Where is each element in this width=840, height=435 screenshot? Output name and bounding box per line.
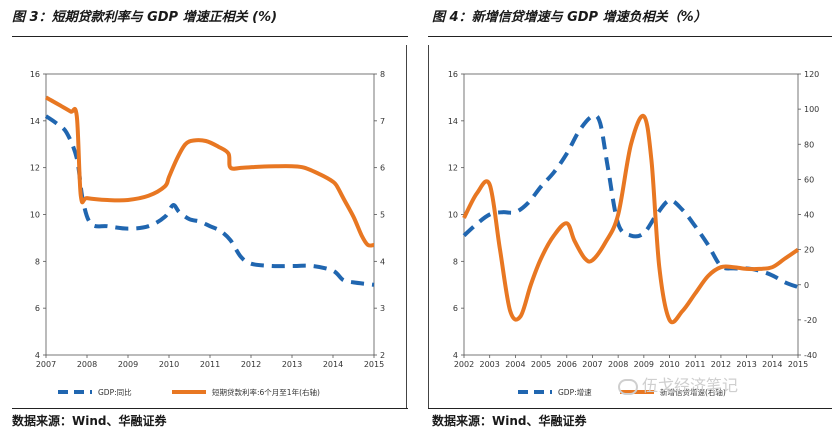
x-tick-label: 2007 xyxy=(582,360,602,369)
x-tick-label: 2008 xyxy=(608,360,628,369)
watermark-text: 伍戈经济笔记 xyxy=(642,376,739,395)
source-note-right: 数据来源：Wind、华融证券 xyxy=(432,414,587,428)
chart-panel-right: 图 4：新增信贷增速与 GDP 增速负相关（%） 4 6 8 10 12 14 16 -40 -… xyxy=(420,0,840,435)
chart-svg-right: 4 6 8 10 12 14 16 -40 -20 0 20 40 60 80 100 120 2002 2003… xyxy=(448,70,819,397)
x-tick-label: 2002 xyxy=(454,360,474,369)
x-tick-label: 2012 xyxy=(711,360,731,369)
y-left-tick-label: 14 xyxy=(448,117,458,126)
x-tick-label: 2013 xyxy=(736,360,756,369)
legend-label: 新增信贷增速(右轴) xyxy=(660,387,726,397)
y-right-tick-label: 2 xyxy=(380,351,385,360)
x-tick-label: 2011 xyxy=(200,360,220,369)
x-tick-label: 2009 xyxy=(118,360,138,369)
y-right-tick-label: 80 xyxy=(804,140,814,149)
y-left-tick-label: 12 xyxy=(448,164,458,173)
bottom-rule-left xyxy=(12,408,408,409)
y-right-tick-label: 4 xyxy=(380,257,385,266)
divider-left xyxy=(406,45,407,408)
x-tick-label: 2009 xyxy=(634,360,654,369)
watermark: 伍戈经济笔记 xyxy=(618,372,738,396)
y-right-tick-label: 5 xyxy=(380,211,385,220)
y-right-tick-label: -20 xyxy=(804,316,817,325)
y-left-tick-label: 14 xyxy=(30,117,40,126)
y-right-tick-label: 60 xyxy=(804,175,814,184)
y-left-tick-label: 6 xyxy=(35,304,40,313)
y-right-tick-label: 8 xyxy=(380,70,385,79)
chart-title-right: 图 4：新增信贷增速与 GDP 增速负相关（%） xyxy=(432,10,707,25)
wechat-icon xyxy=(618,378,638,395)
chart-title-left: 图 3：短期贷款利率与 GDP 增速正相关 (%) xyxy=(12,10,278,25)
series-line-rate xyxy=(462,113,800,325)
x-tick-label: 2005 xyxy=(531,360,551,369)
y-left-tick-label: 10 xyxy=(30,211,40,220)
y-right-tick-label: 7 xyxy=(380,117,385,126)
chart-svg-left: 4 6 8 10 12 14 16 2 3 4 5 6 7 8 2007 2008 2009 2010 2011 20… xyxy=(30,70,385,397)
top-rule-right xyxy=(428,36,832,37)
chart-panel-left: 图 3：短期贷款利率与 GDP 增速正相关 (%) 4 6 8 10 12 14 16 2 3 4… xyxy=(12,10,408,428)
divider-right xyxy=(428,45,429,408)
y-right-tick-label: 3 xyxy=(380,304,385,313)
x-tick-label: 2010 xyxy=(659,360,679,369)
y-left-tick-label: 16 xyxy=(30,70,40,79)
plot-frame xyxy=(463,73,799,356)
top-rule-left xyxy=(12,36,408,37)
y-left-tick-label: 6 xyxy=(453,304,458,313)
y-left-tick-label: 8 xyxy=(453,257,458,266)
x-tick-label: 2012 xyxy=(241,360,261,369)
y-left-tick-label: 8 xyxy=(35,257,40,266)
y-right-tick-label: 20 xyxy=(804,246,814,255)
plot-frame xyxy=(45,73,375,356)
x-tick-label: 2014 xyxy=(762,360,782,369)
x-tick-label: 2013 xyxy=(282,360,302,369)
bottom-rule-right xyxy=(428,408,832,409)
x-tick-label: 2008 xyxy=(77,360,97,369)
y-left-tick-label: 4 xyxy=(453,351,458,360)
x-tick-label: 2006 xyxy=(557,360,577,369)
x-tick-label: 2011 xyxy=(685,360,705,369)
source-note-left: 数据来源：Wind、华融证券 xyxy=(12,414,167,428)
series-line-gdp xyxy=(462,113,799,289)
x-tick-label: 2015 xyxy=(788,360,808,369)
y-right-tick-label: -40 xyxy=(804,351,817,360)
y-left-tick-label: 10 xyxy=(448,211,458,220)
series-line-rate xyxy=(44,95,375,248)
y-right-tick-label: 0 xyxy=(804,281,809,290)
y-right-tick-label: 120 xyxy=(804,70,819,79)
x-tick-label: 2007 xyxy=(36,360,56,369)
x-tick-label: 2014 xyxy=(323,360,343,369)
y-right-tick-label: 40 xyxy=(804,211,814,220)
x-tick-label: 2015 xyxy=(364,360,384,369)
y-right-tick-label: 6 xyxy=(380,164,385,173)
legend-label: GDP:同比 xyxy=(98,387,132,397)
legend-label: 短期贷款利率:6个月至1年(右轴) xyxy=(212,387,320,397)
y-left-tick-label: 12 xyxy=(30,164,40,173)
x-tick-label: 2003 xyxy=(480,360,500,369)
y-left-tick-label: 16 xyxy=(448,70,458,79)
y-left-tick-label: 4 xyxy=(35,351,40,360)
y-right-tick-label: 100 xyxy=(804,105,819,114)
x-tick-label: 2010 xyxy=(159,360,179,369)
legend-label: GDP:增速 xyxy=(558,387,592,397)
x-tick-label: 2004 xyxy=(505,360,525,369)
series-line-gdp xyxy=(44,114,375,287)
